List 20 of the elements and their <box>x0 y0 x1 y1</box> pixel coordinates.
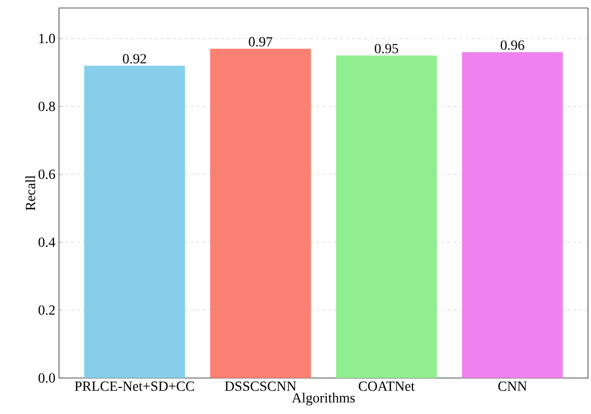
y-tick-label: 0.2 <box>38 305 55 315</box>
x-tick-label: PRLCE-Net+SD+CC <box>74 382 194 391</box>
y-axis-title: Recall <box>25 175 36 210</box>
data-label: 0.95 <box>374 44 398 54</box>
bar <box>336 56 437 378</box>
y-tick-label: 0.0 <box>38 373 55 383</box>
x-tick-label: COATNet <box>358 382 415 391</box>
data-label: 0.97 <box>248 37 272 47</box>
data-label: 0.96 <box>500 40 524 50</box>
x-axis-title: Algorithms <box>292 392 355 406</box>
bar <box>84 66 185 378</box>
data-label: 0.92 <box>122 54 146 64</box>
y-tick-label: 0.6 <box>38 170 56 180</box>
x-tick-label: CNN <box>498 382 527 391</box>
y-tick-label: 0.8 <box>38 102 55 112</box>
bar <box>210 48 311 378</box>
y-tick-label: 0.4 <box>38 237 56 247</box>
y-tick-label: 1.0 <box>39 34 55 44</box>
x-tick-label: DSSCSCNN <box>224 382 296 391</box>
bar <box>462 52 563 378</box>
